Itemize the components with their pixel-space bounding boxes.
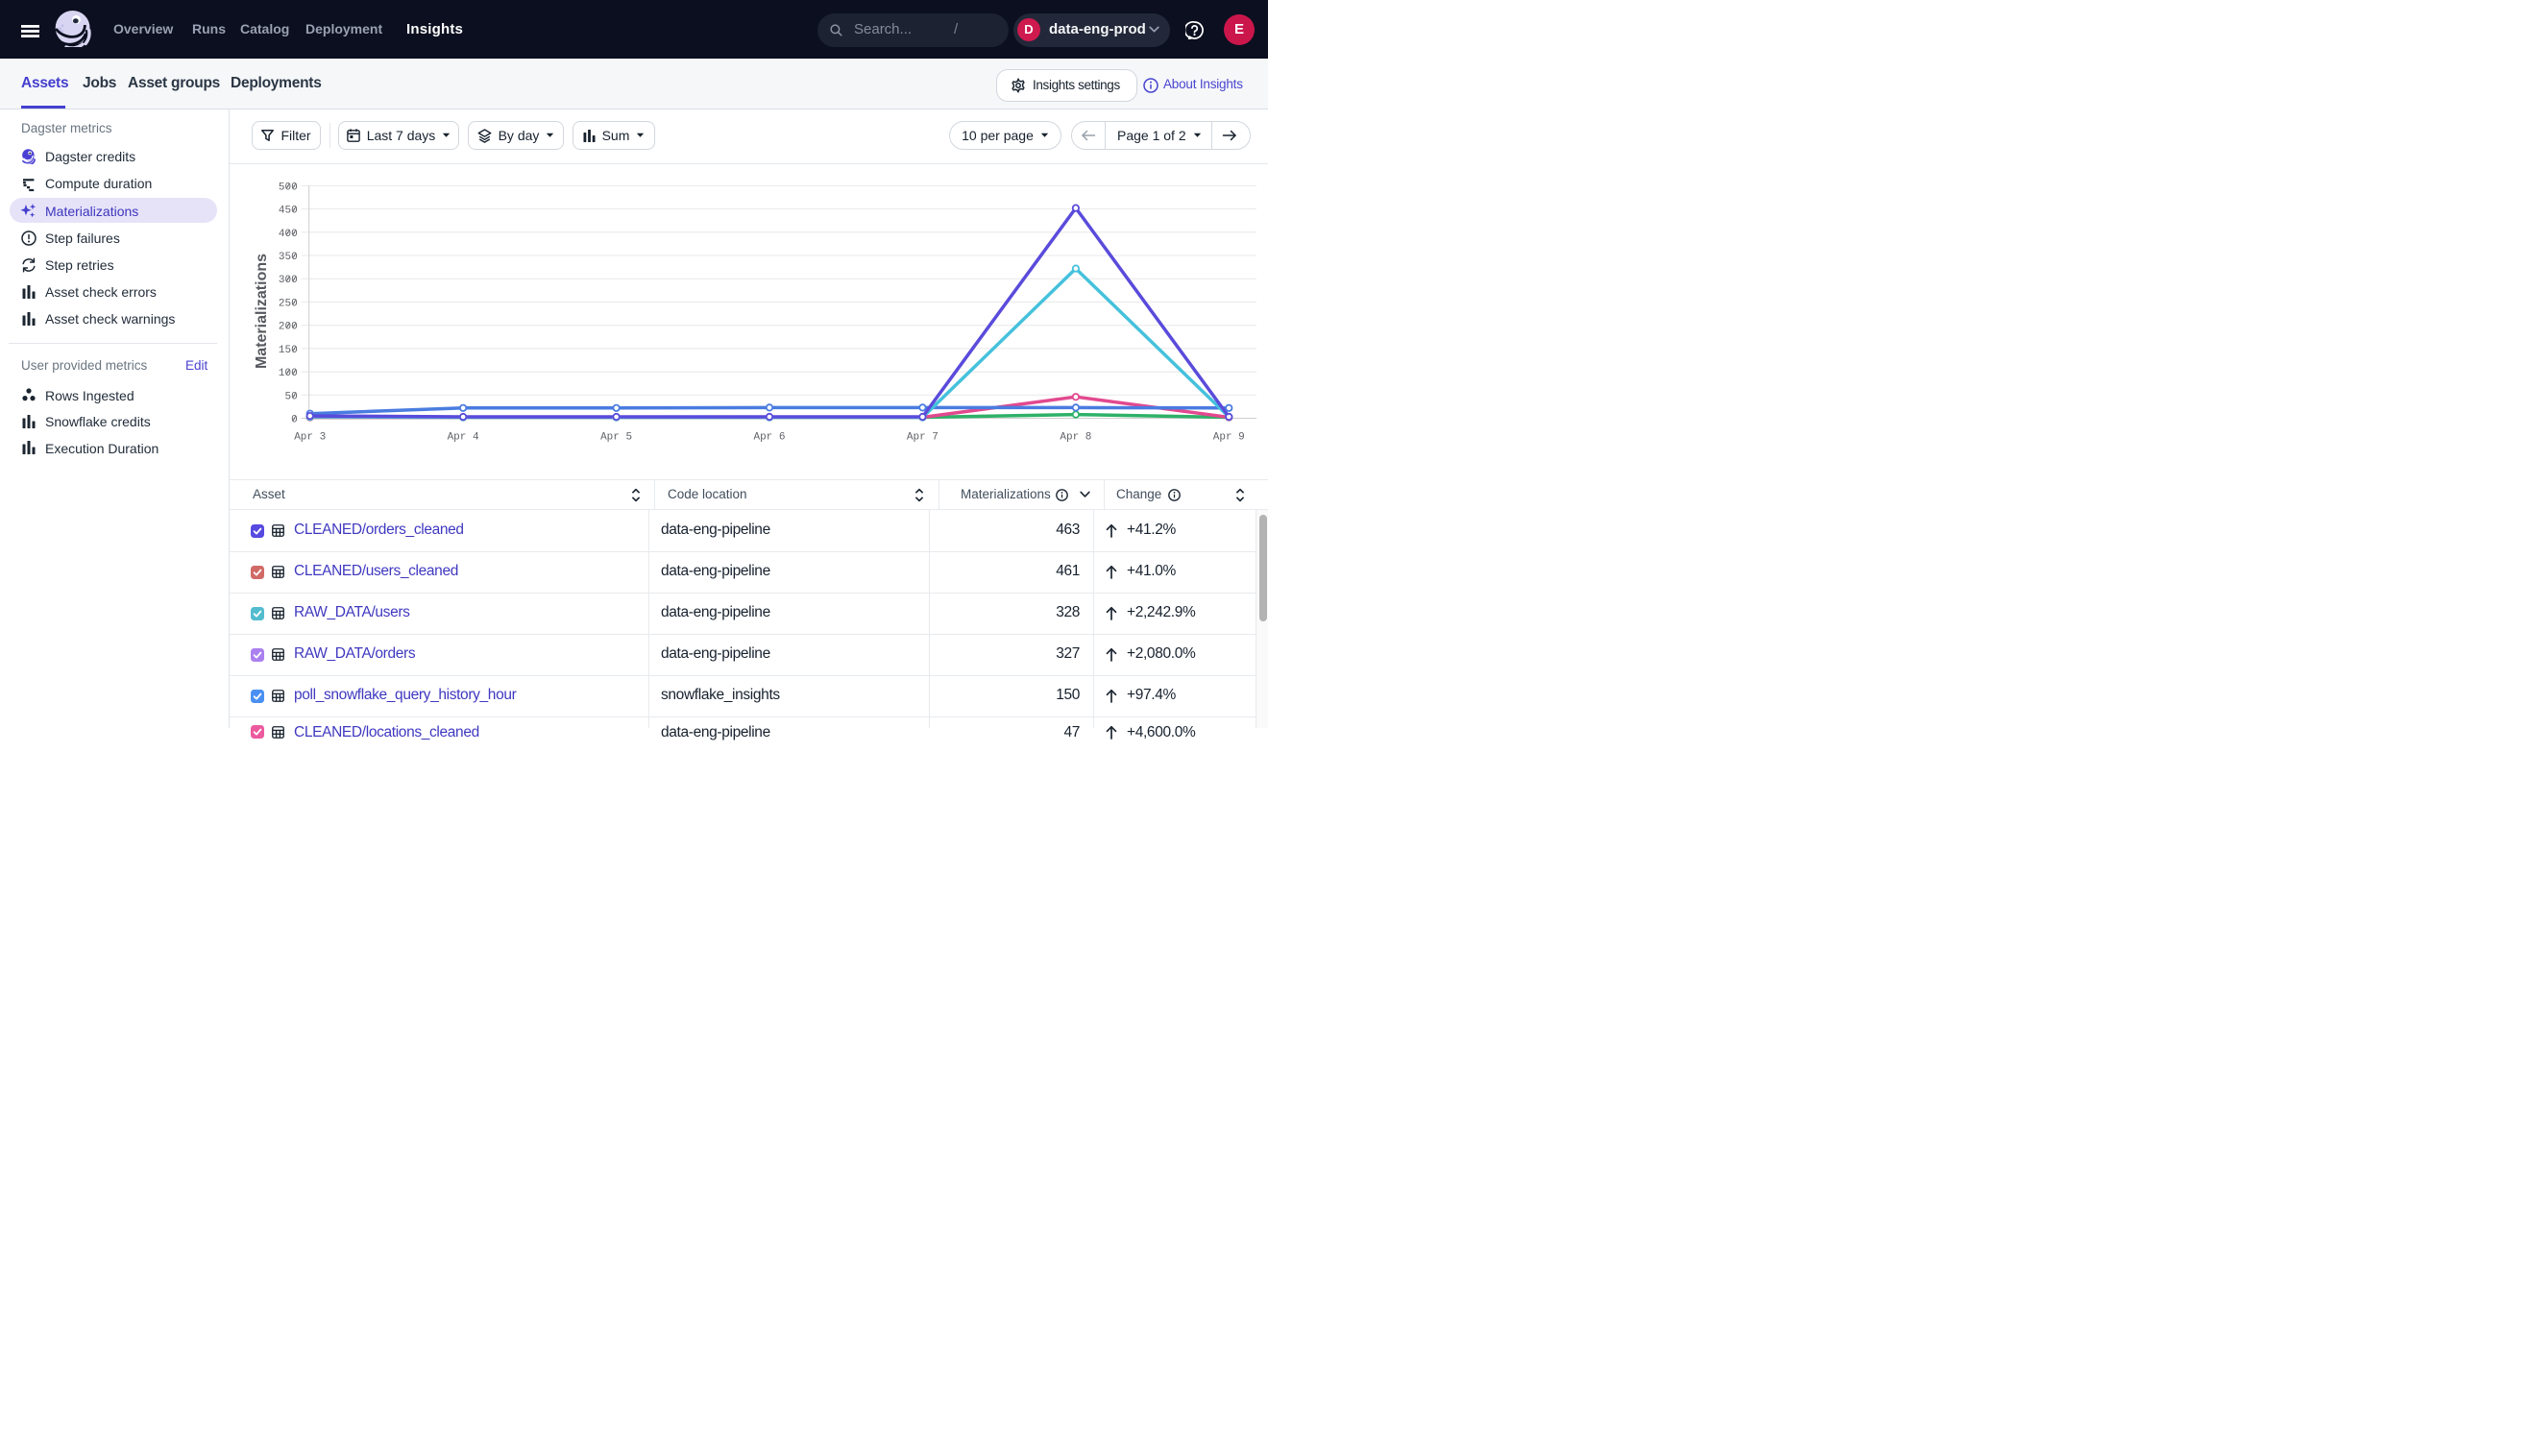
svg-text:Apr 4: Apr 4	[448, 432, 479, 444]
svg-text:250: 250	[279, 298, 298, 309]
svg-text:Materializations: Materializations	[254, 254, 270, 369]
svg-text:0: 0	[291, 415, 298, 426]
svg-text:500: 500	[279, 182, 298, 193]
svg-text:450: 450	[279, 206, 298, 217]
svg-text:Apr 5: Apr 5	[600, 432, 632, 444]
svg-text:50: 50	[284, 391, 297, 402]
svg-text:Apr 8: Apr 8	[1060, 432, 1091, 444]
svg-text:350: 350	[279, 252, 298, 263]
svg-text:150: 150	[279, 345, 298, 356]
svg-text:300: 300	[279, 275, 298, 286]
svg-text:100: 100	[279, 368, 298, 379]
svg-text:Apr 3: Apr 3	[294, 432, 326, 444]
svg-text:400: 400	[279, 229, 298, 240]
svg-text:Apr 7: Apr 7	[907, 432, 939, 444]
svg-text:Apr 6: Apr 6	[753, 432, 785, 444]
svg-text:Apr 9: Apr 9	[1213, 432, 1245, 444]
svg-text:200: 200	[279, 322, 298, 333]
